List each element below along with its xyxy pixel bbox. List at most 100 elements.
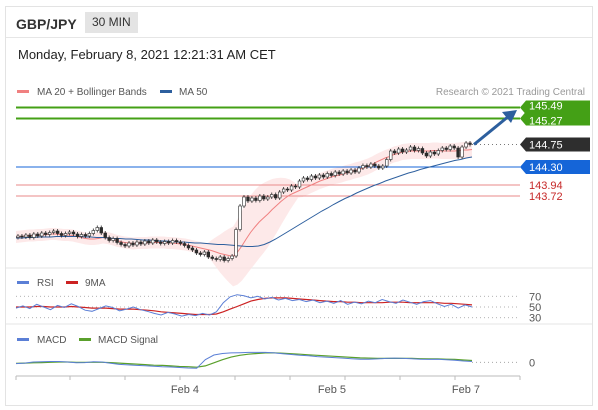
candle-body (456, 147, 460, 158)
candle-body (305, 177, 310, 180)
candle (79, 232, 84, 239)
candle-body (20, 235, 24, 238)
candle (163, 239, 167, 246)
level-tag-bg (520, 137, 590, 152)
candle (214, 256, 218, 262)
candle (48, 230, 52, 237)
candle (262, 194, 266, 201)
x-tick-label: Feb 5 (318, 384, 346, 396)
candle-body (16, 235, 20, 238)
level-tag-144.75: 144.75 (520, 137, 590, 152)
candle (178, 240, 183, 246)
candle-body (159, 241, 163, 244)
candle (246, 195, 250, 203)
candle (71, 230, 76, 236)
level-tag-bg (520, 160, 590, 174)
level-tag-text: 143.72 (529, 191, 563, 203)
candle (87, 231, 92, 238)
candle-body (349, 169, 353, 174)
candle-body (63, 233, 68, 236)
instrument-title: GBP/JPY (16, 16, 77, 32)
candle-body (178, 241, 183, 244)
chart-credit: Research © 2021 Trading Central (436, 87, 585, 98)
candle-body (111, 238, 115, 241)
candle-body (83, 234, 88, 237)
candle (182, 241, 187, 248)
candle (107, 235, 111, 243)
candle-body (210, 256, 214, 259)
candle-body (297, 180, 302, 188)
legend-label-9ma: 9MA (85, 278, 106, 289)
candle (274, 192, 278, 200)
candle (420, 146, 425, 155)
candle (135, 240, 139, 247)
candle-body (321, 174, 325, 178)
candle (230, 254, 234, 261)
macd-signal-line (15, 352, 473, 368)
rsi-line (15, 294, 473, 317)
candle (345, 169, 349, 175)
candle (357, 166, 361, 174)
candle (28, 233, 32, 240)
candle-body (373, 163, 377, 167)
candle (238, 204, 242, 232)
candle (301, 176, 306, 183)
candle-body (440, 147, 444, 151)
candle-body (396, 148, 401, 154)
candle-body (24, 234, 28, 238)
candle (293, 184, 298, 189)
candle-body (222, 256, 226, 261)
candle-body (194, 249, 199, 254)
candle (258, 194, 262, 203)
candle-body (95, 227, 99, 231)
chart-datetime: Monday, February 8, 2021 12:21:31 AM CET (18, 47, 276, 62)
candle-body (365, 165, 369, 168)
candle (63, 231, 68, 238)
candle-body (163, 241, 167, 244)
candle-body (32, 233, 36, 238)
candle-body (289, 185, 294, 191)
candle (309, 174, 314, 182)
candle-body (115, 238, 119, 243)
timeframe-badge[interactable]: 30 MIN (85, 12, 138, 33)
candle (218, 255, 222, 262)
candle-body (107, 237, 111, 241)
candle (151, 238, 155, 245)
candle (139, 240, 143, 246)
ma20-line (15, 149, 473, 258)
legend-label-macd-signal: MACD Signal (98, 335, 158, 346)
x-tick-label: Feb 4 (171, 384, 199, 396)
candle-body (452, 145, 456, 149)
candle-body (285, 188, 290, 191)
candle-body (75, 233, 80, 237)
candle-body (234, 229, 238, 257)
rsi-legend: RSI 9MA (17, 278, 106, 289)
candle (111, 236, 115, 243)
price-legend: MA 20 + Bollinger Bands MA 50 Research ©… (17, 87, 585, 98)
chart-header: GBP/JPY 30 MIN (6, 7, 592, 38)
macd-legend: MACD MACD Signal (17, 335, 158, 346)
candle-body (416, 148, 421, 151)
legend-label-ma20: MA 20 + Bollinger Bands (37, 87, 147, 98)
candle-body (277, 191, 282, 199)
candle-body (230, 255, 234, 259)
candle-body (87, 233, 92, 237)
candle-body (170, 240, 175, 244)
candle (389, 149, 393, 162)
candle-body (460, 146, 464, 158)
candle-body (317, 174, 322, 179)
candle-body (135, 241, 139, 246)
candle-body (408, 146, 413, 151)
legend-swatch-rsi (17, 281, 29, 284)
candle (131, 241, 135, 247)
level-tag-text: 145.27 (529, 116, 563, 128)
candle-body (361, 165, 365, 169)
candle (123, 242, 127, 248)
level-tag-bg (520, 100, 590, 115)
macd-tick-label: 0 (529, 357, 535, 369)
candle-body (55, 230, 60, 234)
candle-body (420, 148, 425, 154)
candle-body (444, 147, 448, 150)
rsi-tick-label: 70 (529, 291, 541, 303)
